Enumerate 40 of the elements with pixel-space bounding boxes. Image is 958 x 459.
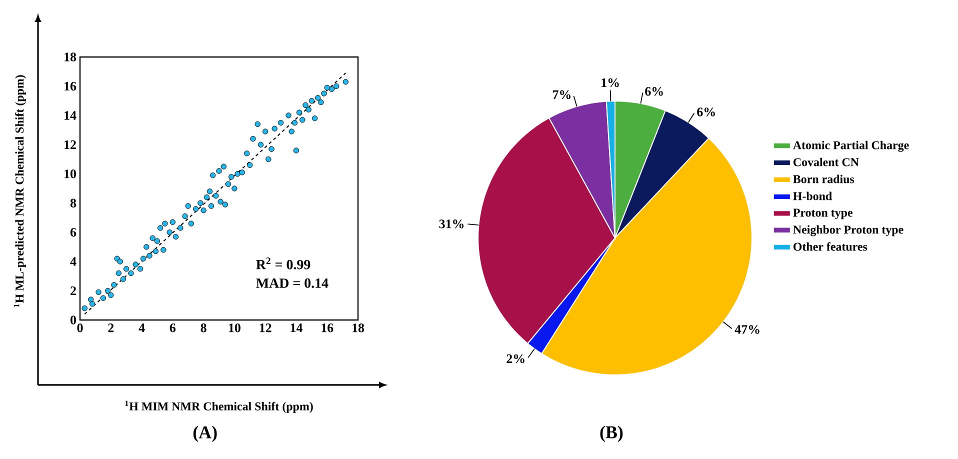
data-label: 7% — [552, 90, 570, 100]
x-tick-label: 14 — [290, 324, 302, 332]
x-tick-label: 8 — [200, 324, 206, 332]
x-tick-label: 12 — [260, 324, 272, 332]
y-tick-label: 10 — [64, 170, 76, 178]
legend-label: H-bond — [793, 192, 832, 200]
legend-label: Born radius — [793, 174, 854, 184]
x-tick-label: 16 — [322, 324, 334, 332]
x-tick-label: 18 — [352, 324, 364, 332]
x-tick-label: 6 — [170, 324, 176, 332]
data-label: 6% — [645, 86, 663, 96]
y-tick-label: 4 — [70, 257, 76, 266]
x-axis-title: $^{1}$H MIM NMR Chemical Shift (ppm) — [125, 400, 313, 413]
y-tick-label: 2 — [70, 286, 76, 296]
y-tick-label: 8 — [70, 198, 76, 208]
data-label: 2% — [506, 354, 524, 364]
y-tick-label: 12 — [64, 140, 76, 149]
data-label: 1% — [602, 78, 619, 88]
y-tick-label: 16 — [64, 82, 76, 91]
y-tick-label: 18 — [64, 52, 76, 62]
legend-label: Proton type — [793, 208, 852, 220]
legend-label: Neighbor Proton type — [793, 225, 904, 236]
text: (A) — [193, 426, 217, 442]
x-tick-label: 10 — [229, 324, 240, 332]
annotation: R$^{2}$ = 0.99 — [256, 258, 310, 270]
x-tick-label: 2 — [108, 324, 114, 332]
legend-label: Atomic Partial Charge — [793, 140, 909, 152]
annotation: MAD = 0.14 — [256, 278, 328, 288]
y-tick-label: 0 — [70, 316, 76, 324]
text: (B) — [600, 426, 623, 442]
data-label: 6% — [697, 108, 715, 116]
legend-label: Covalent CN — [793, 158, 859, 166]
data-label: 31% — [439, 220, 464, 228]
y-axis-title: $^{1}$H ML-predicted NMR Chemical Shift (ppm) — [14, 75, 26, 307]
y-tick-label: 14 — [64, 111, 76, 120]
data-label: 47% — [734, 325, 760, 334]
y-tick-label: 6 — [70, 228, 76, 237]
x-tick-label: 4 — [138, 324, 145, 332]
x-tick-label: 0 — [77, 324, 83, 332]
legend-label: Other features — [793, 242, 868, 251]
